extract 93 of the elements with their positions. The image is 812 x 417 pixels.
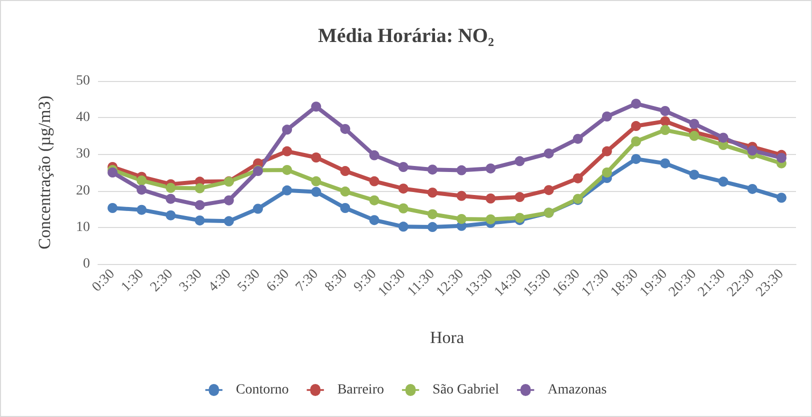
point — [166, 194, 176, 204]
point — [514, 192, 525, 202]
point — [282, 124, 292, 135]
y-tick-label: 30 — [76, 146, 90, 162]
legend-label: Contorno — [236, 382, 289, 398]
point — [544, 148, 554, 158]
x-tick-label: 3:30 — [176, 266, 206, 295]
point — [427, 164, 438, 175]
point — [224, 216, 234, 226]
point — [456, 214, 467, 224]
point — [514, 156, 525, 166]
point — [572, 134, 583, 144]
point — [282, 164, 292, 175]
point — [136, 184, 147, 195]
point — [369, 150, 380, 160]
x-tick-label: 4:30 — [206, 266, 234, 295]
point — [602, 168, 612, 178]
point — [660, 158, 670, 168]
point — [398, 162, 408, 172]
point — [194, 215, 205, 226]
y-tick-label: 40 — [76, 110, 90, 126]
point — [398, 203, 408, 214]
y-tick-label: 0 — [83, 256, 90, 272]
x-tick-label: 5:30 — [235, 266, 264, 295]
x-tick-label: 0:30 — [90, 266, 118, 295]
point — [456, 190, 467, 201]
point — [311, 102, 322, 112]
point — [427, 222, 438, 232]
point — [311, 176, 322, 186]
point — [194, 200, 205, 210]
point — [747, 146, 758, 156]
point — [340, 186, 350, 197]
point — [776, 192, 786, 203]
point — [369, 215, 380, 226]
point — [486, 214, 496, 224]
point — [136, 176, 147, 186]
point — [572, 173, 583, 184]
point — [689, 118, 700, 129]
x-tick-label: 2:30 — [148, 266, 176, 295]
x-tick-label: 7:30 — [293, 266, 322, 295]
point — [631, 136, 642, 146]
point — [369, 176, 380, 186]
point — [514, 212, 525, 223]
point — [108, 168, 118, 178]
x-tick-label: 1:30 — [118, 266, 147, 295]
point — [660, 125, 670, 136]
point — [369, 195, 380, 206]
point — [398, 222, 408, 232]
point — [602, 112, 612, 122]
point — [631, 154, 642, 164]
x-tick-label: 8:30 — [322, 266, 351, 295]
legend-label: Amazonas — [548, 382, 607, 398]
point — [427, 209, 438, 220]
point — [660, 116, 670, 126]
point — [136, 204, 147, 215]
point — [108, 203, 118, 213]
legend-label: São Gabriel — [432, 382, 500, 398]
point — [224, 195, 234, 206]
legend-label: Barreiro — [337, 382, 384, 398]
point — [340, 166, 350, 176]
x-tick-label: 6:30 — [264, 266, 292, 295]
point — [427, 188, 438, 198]
point — [166, 182, 176, 193]
point — [282, 146, 292, 156]
y-tick-label: 50 — [76, 74, 90, 88]
point — [631, 98, 642, 109]
point — [282, 185, 292, 196]
point — [398, 184, 408, 194]
point — [602, 146, 612, 156]
point — [660, 106, 670, 116]
point — [486, 193, 496, 204]
point — [747, 184, 758, 194]
point — [456, 165, 467, 176]
point — [311, 186, 322, 197]
point — [340, 124, 350, 134]
point — [340, 203, 350, 213]
point — [776, 152, 786, 163]
point — [166, 210, 176, 220]
point — [689, 170, 700, 180]
y-tick-label: 10 — [76, 220, 90, 235]
y-tick-label: 20 — [76, 183, 90, 198]
x-tick-label: 9:30 — [351, 266, 380, 295]
point — [544, 185, 554, 196]
chart-title: Média Horária: NO₂ — [318, 25, 494, 47]
point — [311, 152, 322, 162]
point — [486, 163, 496, 174]
x-axis-title: Hora — [430, 328, 464, 347]
point — [194, 183, 205, 194]
y-axis-title: Concentração (µg/m3) — [35, 96, 54, 250]
point — [689, 130, 700, 141]
point — [718, 176, 728, 187]
point — [252, 204, 263, 214]
point — [631, 121, 642, 132]
